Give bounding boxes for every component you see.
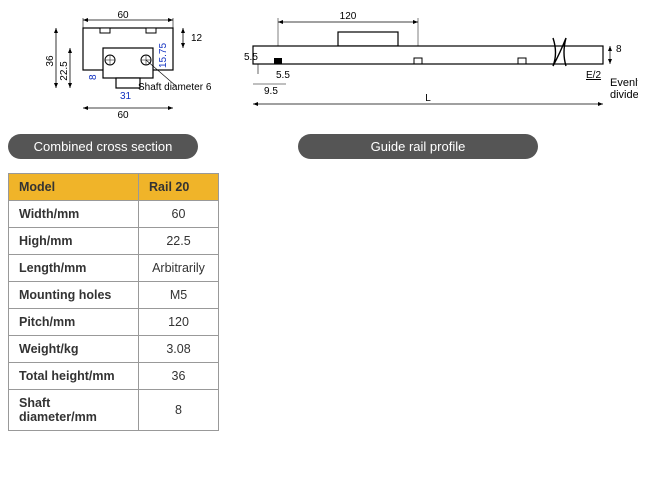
th-rail: Rail 20 — [139, 174, 219, 201]
dim-step2: 9.5 — [264, 86, 278, 97]
guide-rail-caption: Guide rail profile — [298, 134, 538, 159]
dim-top-width: 60 — [117, 10, 129, 21]
dim-half-e: E/2 — [586, 70, 601, 81]
guide-rail-diagram: 120 5.5 5.5 9.5 — [238, 8, 638, 128]
table-row: Width/mm60 — [9, 201, 219, 228]
table-row: Pitch/mm120 — [9, 309, 219, 336]
dim-right-h: 8 — [616, 44, 622, 55]
table-row: Length/mmArbitrarily — [9, 255, 219, 282]
table-header-row: Model Rail 20 — [9, 174, 219, 201]
table-row: Total height/mm36 — [9, 363, 219, 390]
dim-rail-h: 22.5 — [59, 61, 70, 81]
dim-inner-h: 8 — [88, 74, 99, 80]
dim-top-lip: 12 — [191, 33, 203, 44]
note-line1: Evenly — [610, 77, 638, 89]
dim-pitch: 120 — [340, 11, 357, 22]
table-row: Mounting holesM5 — [9, 282, 219, 309]
dim-bore-sp: 15.75 — [158, 43, 169, 68]
table-row: Shaft diameter/mm8 — [9, 390, 219, 431]
dim-inner-w: 31 — [120, 91, 132, 102]
th-model: Model — [9, 174, 139, 201]
cross-section-caption: Combined cross section — [8, 134, 198, 159]
dim-bottom-w: 60 — [117, 110, 129, 121]
dim-step1b: 5.5 — [276, 70, 290, 81]
table-row: High/mm22.5 — [9, 228, 219, 255]
note-line2: divided — [610, 89, 638, 101]
dim-total-h: 36 — [45, 55, 56, 67]
cross-section-block: 60 — [8, 8, 218, 159]
diagram-row: 60 — [8, 8, 662, 159]
cross-section-diagram: 60 — [8, 8, 218, 128]
dim-length: L — [425, 93, 431, 104]
shaft-note: Shaft diameter 6 — [138, 82, 212, 93]
table-row: Weight/kg3.08 — [9, 336, 219, 363]
spec-table: Model Rail 20 Width/mm60 High/mm22.5 Len… — [8, 173, 219, 431]
dim-step1: 5.5 — [244, 52, 258, 63]
guide-rail-block: 120 5.5 5.5 9.5 — [238, 8, 638, 159]
